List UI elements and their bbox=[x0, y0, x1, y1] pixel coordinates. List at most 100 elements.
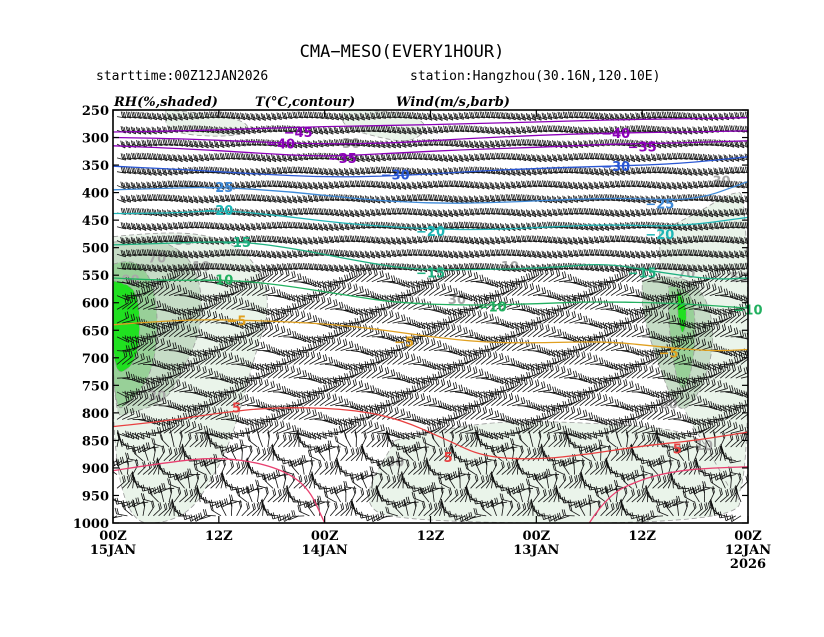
wind-barb bbox=[434, 318, 448, 326]
wind-barb bbox=[428, 340, 442, 352]
wind-barb bbox=[543, 112, 553, 120]
wind-barb bbox=[366, 432, 375, 448]
wind-barb bbox=[605, 338, 618, 352]
wind-barb bbox=[314, 354, 328, 365]
wind-barb bbox=[324, 112, 334, 120]
wind-barb bbox=[189, 112, 199, 120]
wind-barb bbox=[340, 446, 349, 462]
temp-contour-label: −25 bbox=[204, 181, 233, 196]
wind-barb bbox=[272, 386, 287, 393]
wind-barb bbox=[522, 319, 536, 326]
wind-barbs bbox=[113, 111, 748, 523]
y-tick-label: 350 bbox=[82, 159, 109, 174]
temp-contour-label: −40 bbox=[266, 138, 295, 153]
chart-title: CMA−MESO(EVERY1HOUR) bbox=[300, 42, 505, 62]
temp-contour-label: −25 bbox=[645, 198, 674, 213]
temp-contour-label: −20 bbox=[416, 225, 445, 240]
wind-barb bbox=[361, 325, 374, 338]
wind-barb bbox=[335, 373, 349, 380]
wind-barb bbox=[304, 409, 317, 420]
wind-barb bbox=[189, 140, 199, 148]
x-tick-label: 00Z bbox=[523, 529, 551, 544]
wind-barb bbox=[418, 395, 432, 407]
wind-barb bbox=[371, 389, 385, 397]
wind-barb bbox=[460, 111, 470, 120]
x-tick-label: 12Z bbox=[628, 529, 656, 544]
wind-barb bbox=[423, 126, 433, 135]
x-tick-label: 12Z bbox=[417, 529, 445, 544]
wind-barb bbox=[574, 290, 588, 298]
wind-barb bbox=[116, 153, 127, 161]
wind-barb bbox=[397, 387, 411, 395]
wind-barb bbox=[345, 125, 355, 134]
wind-barb bbox=[538, 289, 552, 297]
wind-barb bbox=[579, 352, 592, 365]
wind-barb bbox=[148, 112, 157, 121]
wind-barb bbox=[340, 126, 350, 134]
wind-barb bbox=[334, 435, 347, 448]
y-tick-label: 400 bbox=[82, 187, 109, 202]
rh-region-90 bbox=[677, 287, 687, 333]
wind-barb bbox=[278, 422, 291, 434]
temp-contour-label: 5 bbox=[444, 451, 453, 466]
wind-barb bbox=[564, 345, 578, 353]
wind-barb bbox=[423, 373, 438, 381]
wind-barb bbox=[491, 139, 501, 148]
wind-barb bbox=[486, 126, 495, 135]
wind-barb bbox=[387, 126, 397, 134]
wind-barb bbox=[179, 112, 189, 121]
wind-barb bbox=[240, 443, 243, 461]
wind-barb bbox=[506, 394, 520, 407]
x-tick-label: 00Z bbox=[311, 529, 339, 544]
wind-barb bbox=[307, 450, 320, 462]
wind-barb bbox=[209, 499, 222, 507]
wind-barb bbox=[293, 346, 308, 354]
wind-barb bbox=[137, 139, 147, 148]
wind-barb bbox=[345, 113, 355, 121]
y-tick-label: 800 bbox=[82, 407, 109, 422]
wind-barb bbox=[236, 499, 243, 517]
legend-rh: RH(%,shaded) bbox=[113, 95, 218, 110]
wind-barb bbox=[512, 112, 521, 121]
wind-barb bbox=[309, 387, 323, 395]
wind-barb bbox=[491, 352, 504, 365]
wind-barb bbox=[480, 407, 494, 420]
wind-barb bbox=[397, 126, 407, 135]
wind-barb bbox=[116, 181, 126, 190]
temp-contour-label: 5 bbox=[673, 443, 682, 458]
wind-barb bbox=[288, 367, 302, 379]
wind-barb bbox=[413, 112, 423, 120]
wind-barb bbox=[297, 505, 310, 517]
wind-barb bbox=[184, 112, 194, 120]
wind-barb bbox=[256, 430, 263, 448]
wind-barb bbox=[616, 125, 626, 133]
wind-barb bbox=[319, 332, 334, 339]
y-tick-label: 900 bbox=[82, 462, 109, 477]
wind-barb bbox=[621, 380, 634, 393]
wind-barb bbox=[249, 483, 263, 491]
wind-barb bbox=[517, 339, 530, 352]
temp-contour-label: −20 bbox=[204, 204, 233, 219]
wind-barb bbox=[283, 401, 297, 409]
wind-barb bbox=[647, 367, 660, 379]
wind-barb bbox=[153, 112, 163, 121]
wind-barb bbox=[382, 334, 395, 342]
wind-barb bbox=[454, 112, 464, 120]
x-tick-label: 2026 bbox=[730, 557, 766, 572]
wind-barb bbox=[272, 325, 286, 338]
wind-barb bbox=[231, 112, 241, 120]
x-tick-label: 12Z bbox=[205, 529, 233, 544]
wind-barb bbox=[434, 125, 444, 134]
wind-barb bbox=[590, 112, 600, 120]
wind-barb bbox=[350, 285, 364, 296]
wind-barb bbox=[465, 271, 479, 283]
wind-barb bbox=[376, 366, 390, 379]
wind-barb bbox=[317, 495, 331, 503]
wind-barb bbox=[272, 431, 280, 448]
y-tick-label: 700 bbox=[82, 352, 109, 367]
wind-barb bbox=[553, 400, 568, 408]
wind-barb bbox=[527, 415, 542, 423]
y-tick-label: 650 bbox=[82, 324, 109, 339]
wind-barb bbox=[532, 381, 546, 393]
y-tick-label: 500 bbox=[82, 242, 109, 257]
